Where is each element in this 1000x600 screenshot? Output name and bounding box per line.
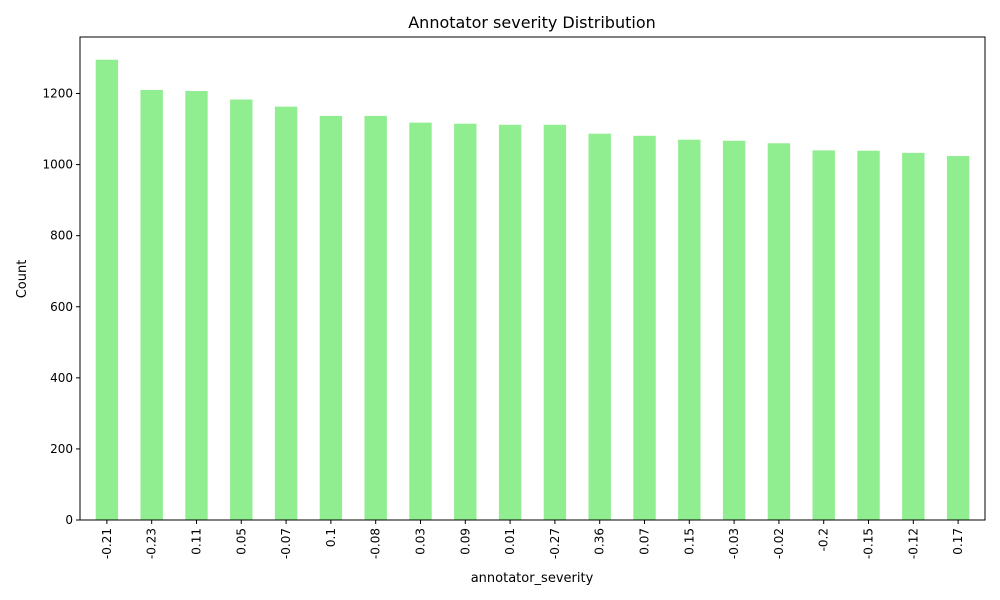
bar--0.12 (902, 152, 925, 520)
bar-0.01 (498, 124, 522, 520)
x-tick-label: -0.08 (369, 528, 383, 559)
x-tick-label: -0.07 (279, 528, 293, 559)
bar-0.1 (319, 115, 343, 520)
y-tick-label: 1200 (42, 87, 73, 101)
x-tick-label: 0.15 (682, 528, 696, 555)
x-tick-label: -0.15 (862, 528, 876, 559)
x-tick-label: 0.01 (503, 528, 517, 555)
bars-group (95, 59, 970, 521)
y-axis-label: Count (15, 260, 30, 299)
y-tick-label: 200 (50, 442, 73, 456)
bar--0.03 (722, 140, 746, 521)
chart-title: Annotator severity Distribution (408, 13, 656, 32)
bar-0.11 (185, 91, 208, 521)
y-tick-label: 600 (50, 300, 73, 314)
bar--0.07 (274, 106, 298, 521)
x-tick-label: 0.1 (324, 528, 338, 547)
x-tick-label: 0.11 (189, 528, 203, 555)
bar-0.15 (678, 139, 701, 521)
bar--0.27 (543, 124, 567, 520)
bar--0.02 (767, 143, 791, 521)
y-axis: 0 200 400 600 800 1000 1200 (42, 87, 80, 527)
bar-0.03 (409, 122, 432, 521)
x-tick-label: 0.09 (458, 528, 472, 555)
y-tick-label: 1000 (42, 158, 73, 172)
y-tick-label: 800 (50, 229, 73, 243)
x-tick-label: 0.17 (951, 528, 965, 555)
x-tick-label: -0.23 (145, 528, 159, 559)
x-tick-label: -0.02 (772, 528, 786, 559)
x-tick-label: 0.07 (638, 528, 652, 555)
x-tick-label: -0.12 (906, 528, 920, 559)
x-tick-label: 0.03 (413, 528, 427, 555)
bar-0.09 (454, 123, 477, 520)
bar--0.23 (140, 89, 163, 521)
bar-0.36 (588, 133, 611, 520)
bar--0.08 (364, 115, 387, 520)
y-tick-label: 400 (50, 371, 73, 385)
x-axis-label: annotator_severity (471, 571, 594, 586)
x-tick-label: 0.05 (234, 528, 248, 555)
x-tick-label: -0.21 (100, 528, 114, 559)
x-tick-label: -0.03 (727, 528, 741, 559)
bar-0.07 (633, 135, 656, 520)
bar--0.2 (812, 150, 835, 520)
bar--0.21 (95, 59, 119, 521)
y-tick-label: 0 (65, 513, 73, 527)
bar-0.17 (946, 156, 970, 520)
x-axis: -0.21 -0.23 0.11 0.05 -0.07 0.1 -0.08 0.03 0.09 0… (100, 520, 965, 559)
x-tick-label: 0.36 (593, 528, 607, 555)
bar-0.05 (230, 99, 253, 520)
x-tick-label: -0.27 (548, 528, 562, 559)
bar--0.15 (857, 150, 880, 520)
x-tick-label: -0.2 (817, 528, 831, 551)
plot-frame (79, 36, 986, 521)
